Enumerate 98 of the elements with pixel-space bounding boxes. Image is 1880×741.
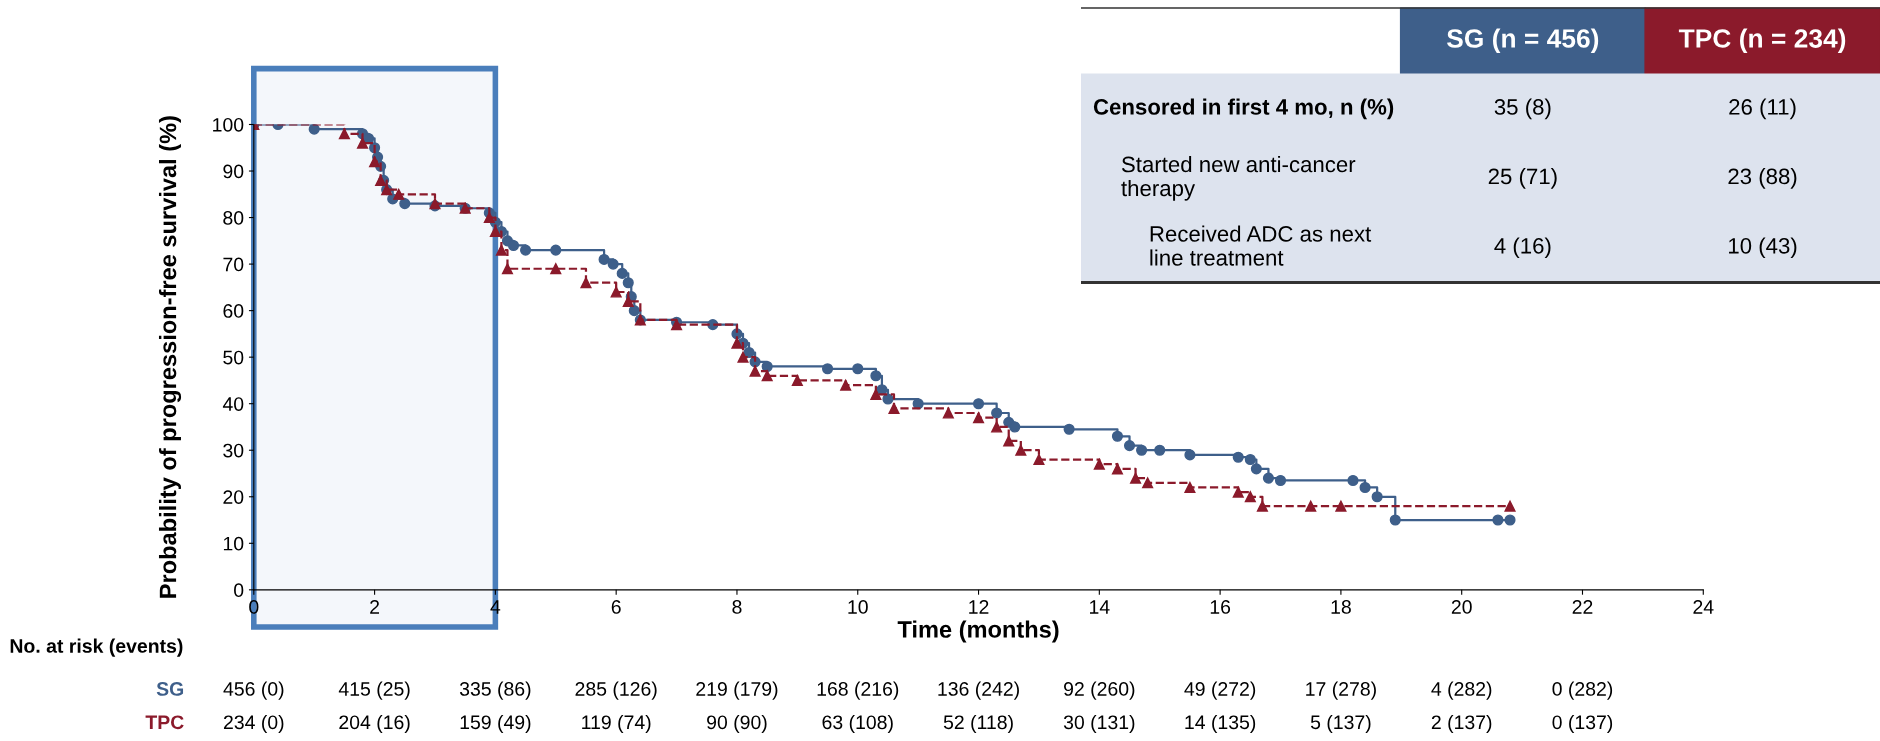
point <box>483 212 495 224</box>
point <box>1015 444 1027 456</box>
text: 0 (282) <box>1552 681 1613 700</box>
point <box>622 295 634 307</box>
x-tick-label: 2 <box>370 600 380 614</box>
text: 4 (282) <box>1431 681 1492 700</box>
annotation: Received ADC as next line treatment <box>1150 225 1372 266</box>
y-tick-label: 70 <box>223 257 244 272</box>
x-tick-label: 14 <box>1090 600 1110 614</box>
x-axis-title: Time (months) <box>897 620 1059 643</box>
text: 26 (11) <box>1729 98 1796 120</box>
point <box>1305 500 1317 512</box>
point <box>356 137 369 149</box>
point <box>1232 486 1244 498</box>
point <box>991 421 1003 433</box>
text: 285 (126) <box>575 681 657 700</box>
text: 35 (8) <box>1494 98 1551 120</box>
y-tick-label: 80 <box>223 211 244 225</box>
y-tick-label: 20 <box>223 490 244 504</box>
text: 234 (0) <box>223 714 284 734</box>
point <box>501 263 514 275</box>
text: 17 (278) <box>1306 681 1376 700</box>
text: 23 (88) <box>1728 167 1797 189</box>
text: 5 (137) <box>1310 714 1371 734</box>
point <box>550 263 562 275</box>
text: 335 (86) <box>459 681 531 700</box>
text: 49 (272) <box>1184 681 1256 700</box>
point <box>1130 472 1142 484</box>
point <box>1244 491 1256 503</box>
text: No. at risk (events) <box>10 638 183 657</box>
y-tick-label: 30 <box>223 443 244 458</box>
point <box>369 156 381 168</box>
x-tick-label: 22 <box>1572 600 1593 614</box>
text: 159 (49) <box>460 714 531 734</box>
y-tick-label: 90 <box>223 164 244 179</box>
y-axis-title: Probability of progression-free survival (%) <box>158 116 182 598</box>
point <box>840 379 852 391</box>
point <box>1256 500 1268 512</box>
text: 0 (137) <box>1552 714 1613 734</box>
text: 2 (137) <box>1431 714 1492 734</box>
annotation: Started new anti-cancer therapy <box>1121 155 1356 201</box>
annotation: 25 (71) <box>1488 167 1557 189</box>
text: TPC <box>145 715 184 730</box>
text: 119 (74) <box>582 714 651 734</box>
text: 10 (43) <box>1729 237 1797 259</box>
x-tick-label: 18 <box>1331 600 1351 614</box>
text: 415 (25) <box>338 681 410 700</box>
x-tick-label: 6 <box>611 600 621 614</box>
point <box>393 188 405 200</box>
text: 136 (242) <box>938 681 1019 700</box>
text: TPC (n = 234) <box>1678 28 1846 54</box>
text: 204 (16) <box>339 714 410 734</box>
text: 63 (108) <box>822 714 893 734</box>
point <box>791 374 803 386</box>
y-tick-label: 50 <box>223 350 244 365</box>
y-tick-label: 0 <box>234 583 244 598</box>
point <box>580 277 592 289</box>
text: 219 (179) <box>696 681 778 700</box>
text: SG (n = 456) <box>1446 28 1599 54</box>
y-tick-label: 40 <box>222 397 244 411</box>
x-tick-label: 24 <box>1693 600 1714 614</box>
point <box>489 225 501 238</box>
point <box>888 402 900 414</box>
point <box>1111 463 1124 475</box>
y-tick-label: 10 <box>223 536 244 551</box>
y-tick-label: 60 <box>223 304 244 318</box>
point <box>1003 435 1015 447</box>
text: Censored in first 4 mo, n (%) <box>1093 98 1394 120</box>
x-tick-label: 20 <box>1451 600 1472 614</box>
text: 14 (135) <box>1185 714 1256 734</box>
point <box>495 244 507 256</box>
point <box>942 407 954 419</box>
point <box>749 365 761 377</box>
point <box>1504 500 1516 512</box>
point <box>1142 477 1154 489</box>
annotation: 4 (16) <box>1494 237 1551 259</box>
x-tick-label: 4 <box>490 600 501 614</box>
x-tick-label: 10 <box>848 600 868 614</box>
point <box>610 286 622 298</box>
point <box>1033 453 1045 466</box>
text: 92 (260) <box>1064 681 1135 700</box>
text: SG <box>156 682 184 696</box>
point <box>338 128 350 140</box>
x-tick-label: 8 <box>732 600 742 614</box>
point <box>1184 481 1196 494</box>
text: 456 (0) <box>223 681 284 700</box>
point <box>737 351 749 363</box>
text: 30 (131) <box>1063 714 1135 734</box>
point <box>761 370 773 382</box>
text: 90 (90) <box>707 714 767 734</box>
point <box>972 412 985 424</box>
point <box>1335 500 1347 512</box>
point <box>1093 458 1105 470</box>
x-tick-label: 16 <box>1210 600 1231 614</box>
y-tick-label: 100 <box>213 117 244 132</box>
x-tick-label: 12 <box>969 600 989 614</box>
text: 168 (216) <box>817 681 899 700</box>
text: 52 (118) <box>943 714 1013 734</box>
